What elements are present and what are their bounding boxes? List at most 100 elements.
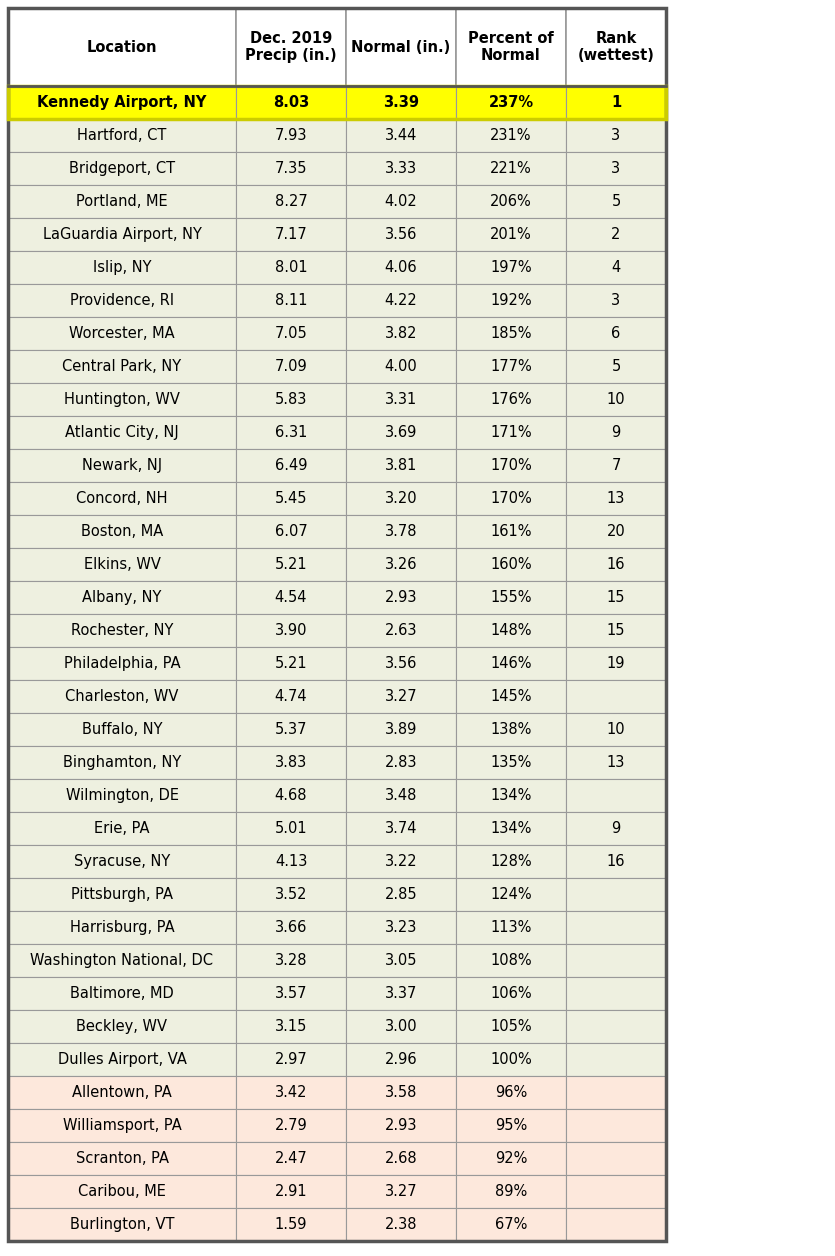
Text: Location: Location (87, 39, 157, 54)
Bar (236, 85, 346, 119)
Text: 4.68: 4.68 (275, 788, 307, 803)
Bar (236, 317, 346, 350)
Bar (346, 383, 456, 416)
Bar (8, 1176, 236, 1208)
Bar (566, 1076, 666, 1109)
Text: 16: 16 (607, 556, 625, 571)
Text: 4.02: 4.02 (385, 193, 418, 208)
Bar (566, 1042, 666, 1076)
Bar (566, 317, 666, 350)
Bar (236, 1208, 346, 1241)
Bar (566, 152, 666, 185)
Bar (8, 713, 236, 746)
Bar (8, 679, 236, 713)
Text: 2.96: 2.96 (385, 1053, 418, 1068)
Bar (8, 119, 236, 152)
Text: 145%: 145% (490, 690, 532, 705)
Text: Burlington, VT: Burlington, VT (70, 1217, 175, 1232)
Bar (8, 911, 236, 945)
Bar (346, 811, 456, 845)
Text: Boston, MA: Boston, MA (81, 524, 163, 539)
Text: 96%: 96% (495, 1085, 527, 1100)
Bar (566, 977, 666, 1010)
Text: Scranton, PA: Scranton, PA (75, 1150, 169, 1166)
Bar (346, 977, 456, 1010)
Bar (236, 548, 346, 582)
Bar (8, 1010, 236, 1042)
Text: 3.66: 3.66 (275, 919, 307, 934)
Text: 3: 3 (611, 128, 620, 143)
Text: 4.00: 4.00 (385, 359, 418, 374)
Bar (566, 878, 666, 911)
Bar (8, 482, 236, 515)
Bar (8, 1109, 236, 1142)
Text: 8.27: 8.27 (275, 193, 307, 208)
Text: 9: 9 (611, 425, 620, 440)
Bar (346, 1142, 456, 1176)
Bar (456, 845, 566, 878)
Bar (236, 679, 346, 713)
Bar (346, 779, 456, 811)
Text: Central Park, NY: Central Park, NY (63, 359, 181, 374)
Text: 3.15: 3.15 (275, 1019, 307, 1034)
Bar (456, 482, 566, 515)
Text: 95%: 95% (495, 1118, 527, 1133)
Text: Williamsport, PA: Williamsport, PA (63, 1118, 181, 1133)
Text: Baltimore, MD: Baltimore, MD (70, 986, 174, 1001)
Bar (566, 350, 666, 383)
Text: 3.28: 3.28 (275, 953, 307, 968)
Bar (566, 679, 666, 713)
Text: Normal (in.): Normal (in.) (352, 39, 451, 54)
Bar (456, 1010, 566, 1042)
Text: 3.05: 3.05 (385, 953, 418, 968)
Bar (566, 845, 666, 878)
Bar (566, 8, 666, 85)
Text: 3.44: 3.44 (385, 128, 418, 143)
Text: 8.01: 8.01 (275, 260, 307, 275)
Text: 6.07: 6.07 (275, 524, 307, 539)
Bar (8, 1208, 236, 1241)
Bar (346, 219, 456, 251)
Bar (236, 878, 346, 911)
Text: 2.47: 2.47 (275, 1150, 307, 1166)
Bar (346, 614, 456, 647)
Text: 4.74: 4.74 (275, 690, 307, 705)
Bar (8, 811, 236, 845)
Text: Dec. 2019
Precip (in.): Dec. 2019 Precip (in.) (245, 31, 337, 63)
Bar (236, 152, 346, 185)
Bar (566, 548, 666, 582)
Text: 108%: 108% (490, 953, 532, 968)
Bar (236, 746, 346, 779)
Bar (456, 811, 566, 845)
Text: 19: 19 (607, 656, 625, 671)
Bar (8, 8, 666, 1241)
Text: 5.83: 5.83 (275, 392, 307, 407)
Bar (8, 284, 236, 317)
Bar (566, 515, 666, 548)
Bar (236, 1142, 346, 1176)
Bar (456, 647, 566, 679)
Text: Syracuse, NY: Syracuse, NY (73, 854, 170, 869)
Text: Percent of
Normal: Percent of Normal (468, 31, 554, 63)
Bar (456, 119, 566, 152)
Text: 7.17: 7.17 (275, 227, 307, 242)
Bar (346, 1176, 456, 1208)
Text: 3.39: 3.39 (383, 95, 419, 111)
Text: 3.20: 3.20 (385, 491, 418, 506)
Bar (346, 448, 456, 482)
Bar (566, 1010, 666, 1042)
Bar (346, 845, 456, 878)
Text: 3.57: 3.57 (275, 986, 307, 1001)
Text: Dulles Airport, VA: Dulles Airport, VA (58, 1053, 186, 1068)
Bar (456, 945, 566, 977)
Text: 3.42: 3.42 (275, 1085, 307, 1100)
Text: 206%: 206% (490, 193, 532, 208)
Text: 197%: 197% (490, 260, 532, 275)
Bar (456, 284, 566, 317)
Bar (8, 85, 666, 119)
Bar (346, 8, 456, 85)
Bar (456, 779, 566, 811)
Text: 2.83: 2.83 (385, 755, 418, 770)
Text: 128%: 128% (490, 854, 532, 869)
Bar (566, 582, 666, 614)
